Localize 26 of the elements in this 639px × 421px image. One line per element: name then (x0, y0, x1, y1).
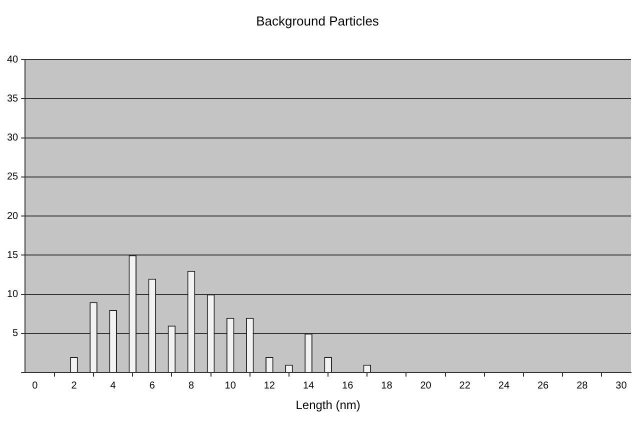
y-tick-label: 20 (7, 210, 19, 222)
y-tick-label: 35 (7, 93, 19, 104)
x-tick-label: 14 (302, 380, 315, 392)
y-tick-label: 5 (12, 328, 19, 340)
x-tick-label: 18 (381, 380, 393, 392)
y-tick-label: 30 (7, 132, 19, 144)
x-tick-label: 26 (537, 380, 550, 392)
x-tick-label: 20 (420, 380, 432, 392)
chart-title: Background Particles (256, 13, 380, 28)
x-tick-label: 0 (32, 380, 38, 392)
x-tick-label: 10 (224, 380, 236, 392)
x-tick-label: 30 (616, 380, 628, 392)
x-tick-label: 24 (498, 380, 510, 392)
x-tick-label: 4 (110, 380, 116, 392)
x-tick-label: 16 (342, 380, 354, 392)
x-tick-label: 22 (459, 380, 471, 392)
x-tick-label: 28 (576, 380, 588, 392)
y-tick-label: 25 (7, 172, 19, 183)
x-tick-label: 12 (264, 380, 276, 392)
x-tick-label: 2 (71, 380, 78, 392)
x-axis-title: Length (nm) (296, 398, 360, 412)
y-tick-label: 40 (7, 54, 19, 66)
y-tick-label: 15 (7, 250, 19, 261)
y-tick-label: 10 (7, 289, 19, 300)
x-tick-label: 8 (188, 380, 194, 392)
x-tick-label: 6 (149, 380, 156, 392)
